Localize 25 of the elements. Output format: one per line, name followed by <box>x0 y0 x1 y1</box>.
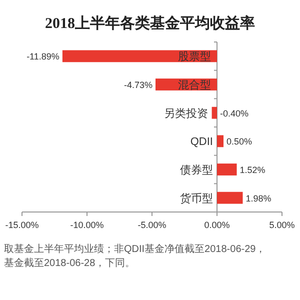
x-tick-label: -5.00% <box>138 220 166 230</box>
x-tick-label: 5.00% <box>269 220 295 230</box>
bar <box>217 164 237 176</box>
bar <box>62 50 217 62</box>
x-tick-label: -15.00% <box>5 220 39 230</box>
x-tick-label: -10.00% <box>70 220 104 230</box>
chart-title: 2018上半年各类基金平均收益率 <box>45 14 255 32</box>
x-tick-label: 0.00% <box>204 220 230 230</box>
bar <box>217 135 224 148</box>
y-tick-label: 债券型 <box>180 164 213 176</box>
data-label: -4.73% <box>124 80 153 90</box>
y-tick-label: 混合型 <box>178 78 211 92</box>
y-tick-label: 货币型 <box>180 192 213 205</box>
y-tick-label: QDII <box>190 136 213 148</box>
y-tick-label: 股票型 <box>178 51 211 64</box>
bar <box>217 192 243 204</box>
data-label: -11.89% <box>26 52 60 62</box>
data-label: 1.52% <box>240 165 266 175</box>
text: 基金截至2018-06-28，下同。 <box>4 257 136 269</box>
data-label: -0.40% <box>220 108 249 118</box>
bar <box>212 106 217 119</box>
data-label: 0.50% <box>226 136 252 147</box>
text: 取基金上半年平均业绩；非QDII基金净值截至2018-06-29， <box>4 243 266 255</box>
y-tick-label: 另类投资 <box>164 106 208 120</box>
data-label: 1.98% <box>246 193 272 204</box>
